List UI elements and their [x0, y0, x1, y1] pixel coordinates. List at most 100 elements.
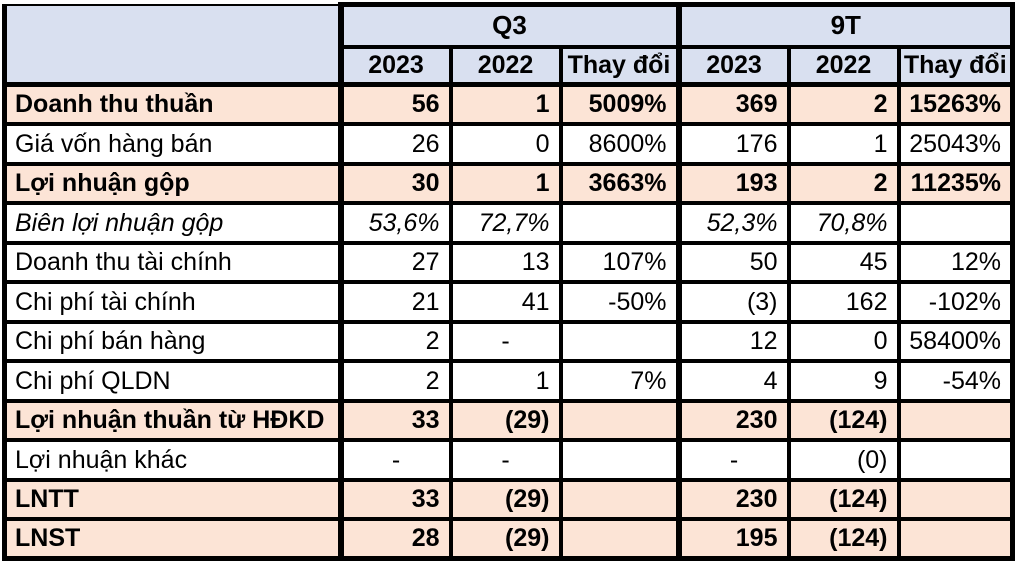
cell-value: 193: [676, 161, 791, 205]
column-group-q3: Q3: [338, 2, 682, 49]
table-row: Giá vốn hàng bán 26 0 8600% 176 1 25043%: [2, 122, 1016, 166]
cell-value: [558, 201, 682, 245]
cell-value: 0: [448, 122, 563, 166]
cell-value: (29): [448, 477, 563, 521]
cell-value: -: [448, 438, 563, 482]
table-row: Lợi nhuận thuần từ HĐKD 33 (29) 230 (124): [2, 398, 1016, 442]
row-label: Biên lợi nhuận gộp: [2, 201, 344, 245]
cell-value: 28: [338, 517, 453, 561]
cell-value: -54%: [896, 359, 1016, 403]
cell-value: (0): [786, 438, 901, 482]
row-label: Doanh thu thuần: [2, 82, 344, 126]
cell-value: 1: [786, 122, 901, 166]
cell-value: 15263%: [896, 82, 1016, 126]
cell-value: 8600%: [558, 122, 682, 166]
cell-value: 70,8%: [786, 201, 901, 245]
row-label: Chi phí tài chính: [2, 280, 344, 324]
cell-value: [558, 477, 682, 521]
cell-value: 53,6%: [338, 201, 453, 245]
cell-value: 72,7%: [448, 201, 563, 245]
cell-value: 2: [338, 359, 453, 403]
cell-value: 369: [676, 82, 791, 126]
cell-value: 2: [786, 161, 901, 205]
table-row: Lợi nhuận khác - - - (0): [2, 438, 1016, 482]
cell-value: (124): [786, 398, 901, 442]
cell-value: [558, 319, 682, 363]
financial-table-container: Q3 9T 2023 2022 Thay đổi 2023 2022 Thay …: [2, 2, 1016, 561]
cell-value: 50: [676, 240, 791, 284]
row-label: Lợi nhuận gộp: [2, 161, 344, 205]
table-row: LNST 28 (29) 195 (124): [2, 517, 1016, 561]
row-label: Giá vốn hàng bán: [2, 122, 344, 166]
cell-value: (124): [786, 477, 901, 521]
table-row: Chi phí bán hàng 2- 12 0 58400%: [2, 319, 1016, 363]
row-label: LNST: [2, 517, 344, 561]
cell-value: [896, 477, 1016, 521]
column-group-9t: 9T: [676, 2, 1016, 49]
header-q3-2022: 2022: [448, 44, 563, 87]
cell-value: 1: [448, 359, 563, 403]
cell-value: 162: [786, 280, 901, 324]
cell-value: 230: [676, 477, 791, 521]
corner-cell: [2, 3, 344, 87]
financial-results-table: Q3 9T 2023 2022 Thay đổi 2023 2022 Thay …: [2, 2, 1016, 561]
cell-value: 7%: [558, 359, 682, 403]
cell-value: 13: [448, 240, 563, 284]
cell-value: -: [676, 438, 791, 482]
cell-value: 176: [676, 122, 791, 166]
cell-value: 33: [338, 477, 453, 521]
header-9t-2022: 2022: [786, 44, 901, 87]
cell-value: (3): [676, 280, 791, 324]
cell-value: 45: [786, 240, 901, 284]
cell-value: (29): [448, 398, 563, 442]
cell-value: (29): [448, 517, 563, 561]
table-row: Chi phí tài chính 21 41 -50% (3) 162 -102%: [2, 280, 1016, 324]
cell-value: 107%: [558, 240, 682, 284]
cell-value: 27: [338, 240, 453, 284]
header-9t-change: Thay đổi: [896, 44, 1016, 87]
cell-value: 5009%: [558, 82, 682, 126]
cell-value: 2: [338, 319, 453, 363]
row-label: Chi phí QLDN: [2, 359, 344, 403]
cell-value: [896, 438, 1016, 482]
cell-value: 56: [338, 82, 453, 126]
cell-value: -: [338, 438, 453, 482]
cell-value: 30: [338, 161, 453, 205]
cell-value: 11235%: [896, 161, 1016, 205]
row-label: LNTT: [2, 477, 344, 521]
cell-value: 26: [338, 122, 453, 166]
cell-value: [558, 438, 682, 482]
cell-value: 3663%: [558, 161, 682, 205]
row-label: Lợi nhuận khác: [2, 438, 344, 482]
row-label: Lợi nhuận thuần từ HĐKD: [2, 398, 344, 442]
cell-value: 52,3%: [676, 201, 791, 245]
cell-value: 1: [448, 161, 563, 205]
cell-value: 33: [338, 398, 453, 442]
cell-value: 9: [786, 359, 901, 403]
table-body: Doanh thu thuần 56 1 5009% 369 2 15263% Giá vốn…: [2, 82, 1016, 561]
cell-value: [558, 398, 682, 442]
cell-value: 58400%: [896, 319, 1016, 363]
cell-value: -: [448, 319, 563, 363]
cell-value: 21: [338, 280, 453, 324]
cell-value: 0: [786, 319, 901, 363]
table-row: Biên lợi nhuận gộp 53,6% 72,7% 52,3% 70,8%: [2, 201, 1016, 245]
cell-value: [896, 517, 1016, 561]
cell-value: 4: [676, 359, 791, 403]
row-label: Chi phí bán hàng: [2, 319, 344, 363]
cell-value: (124): [786, 517, 901, 561]
cell-value: [558, 517, 682, 561]
row-label: Doanh thu tài chính: [2, 240, 344, 284]
table-row: Doanh thu thuần 56 1 5009% 369 2 15263%: [2, 82, 1016, 126]
header-9t-2023: 2023: [676, 44, 791, 87]
cell-value: [896, 201, 1016, 245]
cell-value: 12%: [896, 240, 1016, 284]
table-row: Chi phí QLDN 2 1 7% 4 9 -54%: [2, 359, 1016, 403]
header-q3-2023: 2023: [338, 44, 453, 87]
cell-value: -102%: [896, 280, 1016, 324]
cell-value: 12: [676, 319, 791, 363]
sub-header-row: 2023 2022 Thay đổi 2023 2022 Thay đổi: [5, 44, 1016, 87]
table-row: Lợi nhuận gộp 30 1 3663% 193 2 11235%: [2, 161, 1016, 205]
cell-value: 2: [786, 82, 901, 126]
header-q3-change: Thay đổi: [558, 44, 682, 87]
